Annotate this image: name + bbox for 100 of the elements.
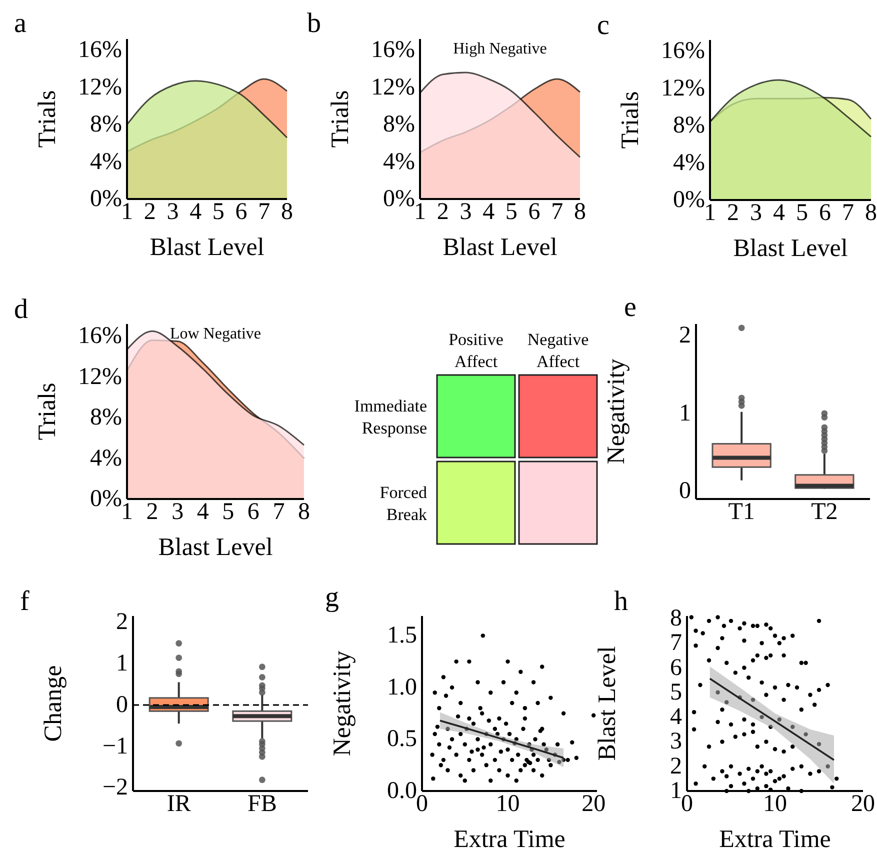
y-tick-label: 16%: [78, 323, 122, 350]
x-tick-label: 7: [842, 200, 854, 226]
y-tick-label: 12%: [371, 74, 415, 100]
y-tick-label: 2: [679, 322, 691, 349]
y-tick-label: −1: [102, 733, 128, 760]
chart-title: g: [325, 582, 339, 613]
chart-title: d: [14, 294, 28, 325]
y-tick-label: 16%: [371, 37, 415, 64]
y-axis-title: Trials: [34, 90, 61, 148]
y-tick-label: 1: [679, 400, 691, 426]
x-tick-label: 7: [551, 199, 564, 225]
y-tick-label: 4%: [383, 148, 415, 175]
y-tick-label: 4: [670, 704, 682, 730]
y-axis-title: Trials: [34, 382, 61, 440]
x-axis-title: Blast Level: [442, 234, 558, 261]
x-tick-label: 2: [436, 199, 449, 225]
chart-subtitle: High Negative: [453, 40, 547, 58]
x-tick-label: 4: [196, 499, 209, 525]
category-label: Immediate Response: [354, 396, 427, 437]
x-tick-label: 20: [851, 791, 875, 817]
y-tick-label: 12%: [78, 364, 122, 390]
y-tick-label: 8%: [673, 112, 705, 139]
chart-title: f: [20, 586, 30, 617]
y-tick-label: 1.5: [387, 622, 417, 649]
x-tick-label: 7: [272, 499, 285, 525]
y-tick-label: 0%: [90, 186, 122, 212]
x-tick-label: 3: [750, 200, 762, 226]
y-tick-label: 0.0: [387, 778, 417, 804]
x-tick-label: T2: [811, 499, 838, 525]
x-tick-label: 8: [865, 200, 877, 226]
x-axis-title: Extra Time: [454, 826, 566, 853]
y-tick-label: 8%: [90, 112, 122, 138]
y-tick-label: 0.5: [387, 726, 417, 752]
x-tick-label: 5: [505, 199, 518, 225]
y-tick-label: 5: [670, 679, 682, 706]
x-tick-label: 8: [298, 499, 310, 525]
x-tick-label: 6: [528, 199, 540, 225]
x-tick-label: 2: [727, 200, 739, 226]
y-axis-title: Negativity: [329, 650, 356, 756]
category-label: Positive Affect: [448, 330, 504, 371]
y-tick-label: 8%: [90, 404, 122, 431]
y-tick-label: 0: [679, 478, 691, 504]
x-tick-label: 6: [247, 499, 260, 525]
chart-title: c: [597, 10, 610, 41]
y-tick-label: 3: [670, 728, 682, 755]
x-tick-label: 20: [582, 791, 606, 817]
x-tick-label: 2: [144, 199, 156, 225]
y-tick-label: 4%: [90, 148, 122, 175]
chart-title: a: [14, 8, 27, 39]
y-axis-title: Blast Level: [594, 646, 621, 761]
x-tick-label: 3: [166, 199, 179, 225]
x-axis-title: Blast Level: [150, 234, 264, 261]
y-tick-label: 1: [116, 650, 128, 677]
y-axis-title: Change: [40, 665, 67, 742]
y-tick-label: 8%: [383, 112, 415, 138]
x-tick-label: 3: [460, 199, 472, 225]
x-tick-label: 4: [190, 199, 202, 225]
y-tick-label: 2: [116, 609, 128, 636]
x-tick-label: 8: [574, 199, 586, 225]
y-tick-label: 2: [670, 753, 682, 780]
x-tick-label: 8: [281, 199, 293, 225]
x-tick-label: 6: [235, 199, 248, 225]
x-tick-label: FB: [247, 791, 277, 817]
category-label: Negative Affect: [527, 330, 589, 371]
y-tick-label: 12%: [661, 75, 705, 102]
x-axis-title: Extra Time: [719, 826, 831, 853]
x-tick-label: 5: [212, 199, 224, 225]
y-tick-label: 16%: [661, 38, 705, 64]
y-tick-label: 1.0: [387, 674, 417, 700]
y-tick-label: 0: [116, 692, 128, 718]
x-tick-label: 10: [496, 791, 520, 817]
x-tick-label: T1: [728, 499, 755, 525]
chart-title: e: [624, 292, 636, 323]
x-tick-label: 5: [796, 200, 808, 226]
x-tick-label: 7: [258, 199, 270, 225]
x-tick-label: 6: [819, 200, 831, 226]
y-tick-label: 0%: [673, 187, 705, 213]
category-label: Forced Break: [380, 482, 427, 524]
chart-title: h: [614, 586, 628, 617]
x-tick-label: 5: [222, 499, 234, 525]
y-axis-title: Trials: [327, 90, 354, 148]
x-tick-label: 2: [146, 499, 158, 525]
y-tick-label: 7: [670, 630, 682, 656]
chart-subtitle: Low Negative: [170, 325, 262, 342]
x-axis-title: Blast Level: [158, 534, 273, 561]
y-tick-label: 8: [670, 605, 682, 632]
y-tick-label: −2: [102, 774, 128, 801]
x-tick-label: 4: [482, 199, 495, 225]
x-tick-label: 4: [773, 200, 785, 226]
y-tick-label: 4%: [90, 445, 122, 472]
y-tick-label: 0%: [90, 486, 122, 512]
y-axis-title: Negativity: [603, 358, 630, 464]
chart-title: b: [307, 8, 321, 39]
x-axis-title: Blast Level: [733, 235, 848, 262]
y-tick-label: 0%: [383, 186, 415, 212]
y-axis-title: Trials: [617, 91, 644, 149]
y-tick-label: 6: [670, 654, 682, 681]
x-tick-label: 3: [172, 499, 184, 525]
x-tick-label: IR: [166, 791, 191, 817]
y-tick-label: 4%: [673, 150, 705, 176]
